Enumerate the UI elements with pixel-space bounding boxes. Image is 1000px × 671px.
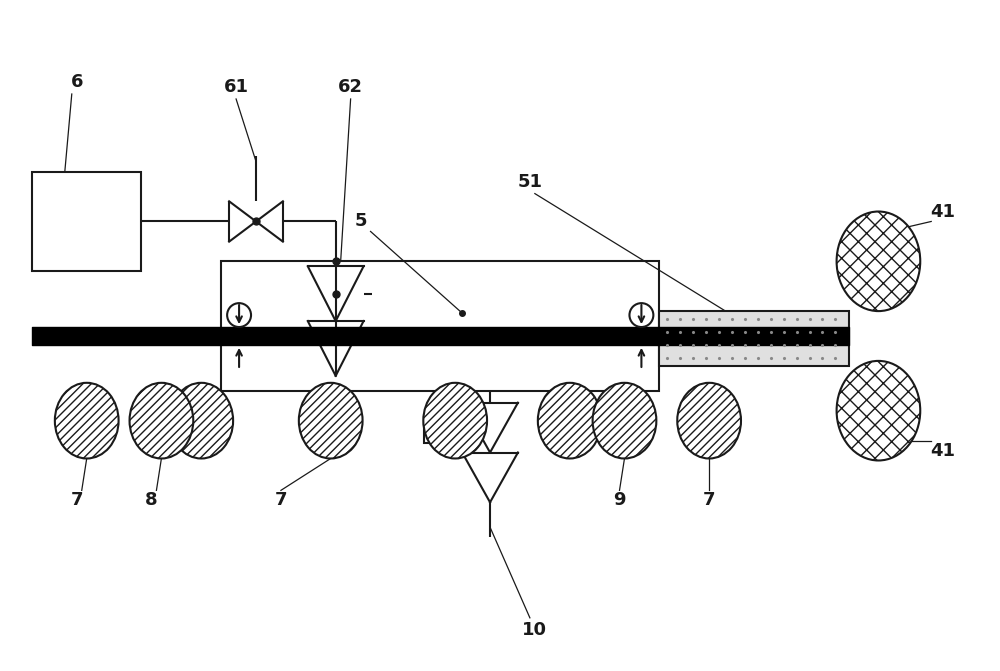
Ellipse shape: [130, 382, 193, 458]
Bar: [32, 172, 141, 271]
Text: 9: 9: [613, 491, 626, 509]
Ellipse shape: [423, 382, 487, 458]
Text: 7: 7: [703, 491, 715, 509]
Text: 62: 62: [338, 78, 363, 96]
Bar: [221, 261, 659, 391]
Bar: [659, 311, 849, 366]
Ellipse shape: [677, 382, 741, 458]
Ellipse shape: [837, 361, 920, 460]
Text: 41: 41: [931, 442, 956, 460]
Text: 6: 6: [71, 73, 83, 91]
Ellipse shape: [169, 382, 233, 458]
Text: 10: 10: [522, 621, 547, 639]
Ellipse shape: [299, 382, 363, 458]
Text: 51: 51: [517, 172, 542, 191]
Text: 7: 7: [71, 491, 83, 509]
Ellipse shape: [55, 382, 119, 458]
Ellipse shape: [593, 382, 656, 458]
Bar: [424, 415, 456, 443]
Text: 5: 5: [354, 213, 367, 230]
Text: 8: 8: [145, 491, 158, 509]
Ellipse shape: [538, 382, 602, 458]
Text: 41: 41: [931, 203, 956, 221]
Text: 61: 61: [224, 78, 249, 96]
Bar: [372, 274, 413, 311]
Text: 7: 7: [275, 491, 287, 509]
Ellipse shape: [837, 211, 920, 311]
